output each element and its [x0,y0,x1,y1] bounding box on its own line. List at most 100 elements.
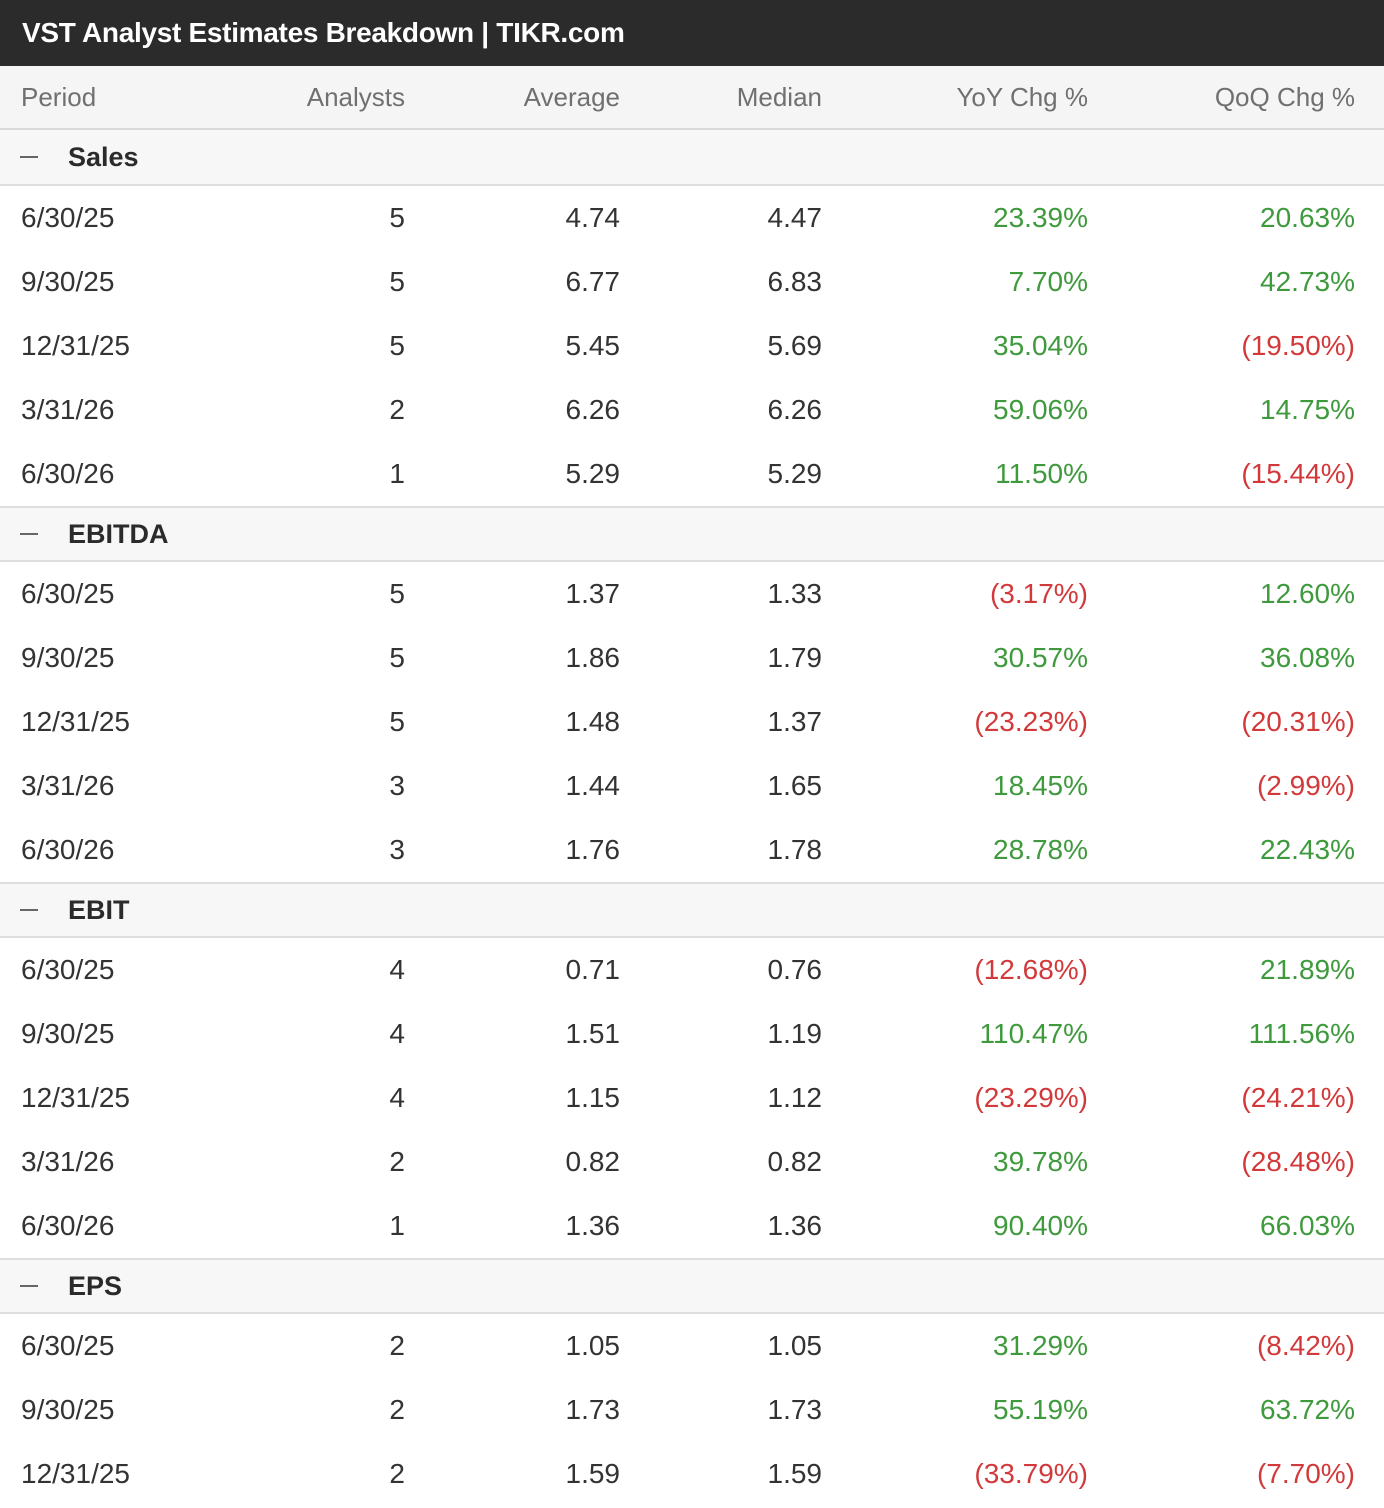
cell-period: 3/31/26 [21,1146,115,1177]
cell-analysts: 5 [389,266,405,297]
cell-median: 1.79 [767,642,823,673]
cell-qoq-change: (24.21%) [1241,1082,1355,1113]
cell-median: 1.05 [767,1330,823,1361]
cell-yoy-change: 55.19% [993,1394,1088,1425]
cell-analysts: 1 [389,1210,405,1241]
cell-qoq-change: (19.50%) [1241,330,1355,361]
estimates-table: Period Analysts Average Median YoY Chg %… [0,66,1384,1506]
page-title: VST Analyst Estimates Breakdown | TIKR.c… [0,0,1384,66]
cell-analysts: 2 [389,394,405,425]
table-row: 12/31/25 5 5.45 5.69 35.04% (19.50%) [0,314,1384,378]
section-header-sales[interactable]: Sales [0,130,1384,186]
cell-yoy-change: 18.45% [993,770,1088,801]
cell-yoy-change: (12.68%) [974,954,1088,985]
cell-average: 6.77 [565,266,621,297]
table-row: 12/31/25 5 1.48 1.37 (23.23%) (20.31%) [0,690,1384,754]
cell-analysts: 2 [389,1330,405,1361]
cell-median: 1.33 [767,578,823,609]
collapse-minus-icon[interactable] [20,909,38,911]
cell-period: 6/30/25 [21,1330,115,1361]
table-row: 9/30/25 2 1.73 1.73 55.19% 63.72% [0,1378,1384,1442]
cell-median: 1.65 [767,770,823,801]
table-row: 3/31/26 2 6.26 6.26 59.06% 14.75% [0,378,1384,442]
cell-median: 4.47 [767,202,823,233]
cell-analysts: 5 [389,642,405,673]
section-label: EBITDA [68,518,169,549]
table-row: 9/30/25 4 1.51 1.19 110.47% 111.56% [0,1002,1384,1066]
table-row: 6/30/25 5 4.74 4.47 23.39% 20.63% [0,186,1384,250]
cell-period: 12/31/25 [21,1082,130,1113]
table-body: Sales 6/30/25 5 4.74 4.47 23.39% 20.63% 9/30/25… [0,130,1384,1506]
cell-average: 1.37 [565,578,621,609]
cell-median: 6.26 [767,394,823,425]
cell-median: 5.69 [767,330,823,361]
cell-average: 1.48 [565,706,621,737]
cell-median: 0.76 [767,954,823,985]
collapse-minus-icon[interactable] [20,1285,38,1287]
cell-analysts: 4 [389,954,405,985]
column-header-median[interactable]: Median [736,81,822,112]
cell-yoy-change: (23.23%) [974,706,1088,737]
section-header-ebit[interactable]: EBIT [0,882,1384,938]
cell-analysts: 5 [389,706,405,737]
cell-yoy-change: 35.04% [993,330,1088,361]
cell-period: 3/31/26 [21,770,115,801]
cell-median: 1.59 [767,1458,823,1489]
cell-average: 5.45 [565,330,621,361]
cell-qoq-change: 12.60% [1260,578,1355,609]
cell-yoy-change: 31.29% [993,1330,1088,1361]
cell-yoy-change: 39.78% [993,1146,1088,1177]
cell-median: 1.37 [767,706,823,737]
table-header: Period Analysts Average Median YoY Chg %… [0,66,1384,130]
section-header-ebitda[interactable]: EBITDA [0,506,1384,562]
section-label: EPS [68,1270,123,1301]
cell-qoq-change: 14.75% [1260,394,1355,425]
cell-analysts: 2 [389,1146,405,1177]
cell-average: 1.76 [565,834,621,865]
cell-average: 1.73 [565,1394,621,1425]
column-header-average[interactable]: Average [523,81,620,112]
cell-analysts: 1 [389,458,405,489]
cell-period: 3/31/26 [21,394,115,425]
cell-median: 0.82 [767,1146,823,1177]
cell-period: 6/30/26 [21,458,115,489]
table-row: 6/30/26 1 1.36 1.36 90.40% 66.03% [0,1194,1384,1258]
table-row: 3/31/26 3 1.44 1.65 18.45% (2.99%) [0,754,1384,818]
cell-period: 12/31/25 [21,330,130,361]
cell-average: 0.71 [565,954,621,985]
cell-qoq-change: (15.44%) [1241,458,1355,489]
table-row: 6/30/25 4 0.71 0.76 (12.68%) 21.89% [0,938,1384,1002]
section-header-eps[interactable]: EPS [0,1258,1384,1314]
column-header-qoq-change[interactable]: QoQ Chg % [1214,81,1355,112]
cell-average: 1.36 [565,1210,621,1241]
cell-qoq-change: 36.08% [1260,642,1355,673]
column-header-yoy-change[interactable]: YoY Chg % [956,81,1088,112]
cell-yoy-change: (33.79%) [974,1458,1088,1489]
cell-median: 1.73 [767,1394,823,1425]
collapse-minus-icon[interactable] [20,156,38,158]
cell-qoq-change: 22.43% [1260,834,1355,865]
column-header-analysts[interactable]: Analysts [306,81,405,112]
cell-period: 6/30/26 [21,834,115,865]
table-row: 3/31/26 2 0.82 0.82 39.78% (28.48%) [0,1130,1384,1194]
cell-average: 1.59 [565,1458,621,1489]
table-row: 9/30/25 5 1.86 1.79 30.57% 36.08% [0,626,1384,690]
cell-average: 1.86 [565,642,621,673]
section-label: EBIT [68,894,130,925]
cell-yoy-change: 28.78% [993,834,1088,865]
cell-median: 1.36 [767,1210,823,1241]
cell-qoq-change: (20.31%) [1241,706,1355,737]
section-label: Sales [68,141,139,172]
cell-yoy-change: (23.29%) [974,1082,1088,1113]
cell-yoy-change: 11.50% [995,458,1088,489]
cell-yoy-change: 110.47% [979,1018,1088,1049]
cell-period: 12/31/25 [21,1458,130,1489]
column-header-period[interactable]: Period [21,81,97,112]
cell-period: 6/30/26 [21,1210,115,1241]
cell-yoy-change: 59.06% [993,394,1088,425]
table-row: 6/30/25 2 1.05 1.05 31.29% (8.42%) [0,1314,1384,1378]
collapse-minus-icon[interactable] [20,533,38,535]
cell-yoy-change: 30.57% [993,642,1088,673]
cell-period: 12/31/25 [21,706,130,737]
cell-period: 6/30/25 [21,578,115,609]
